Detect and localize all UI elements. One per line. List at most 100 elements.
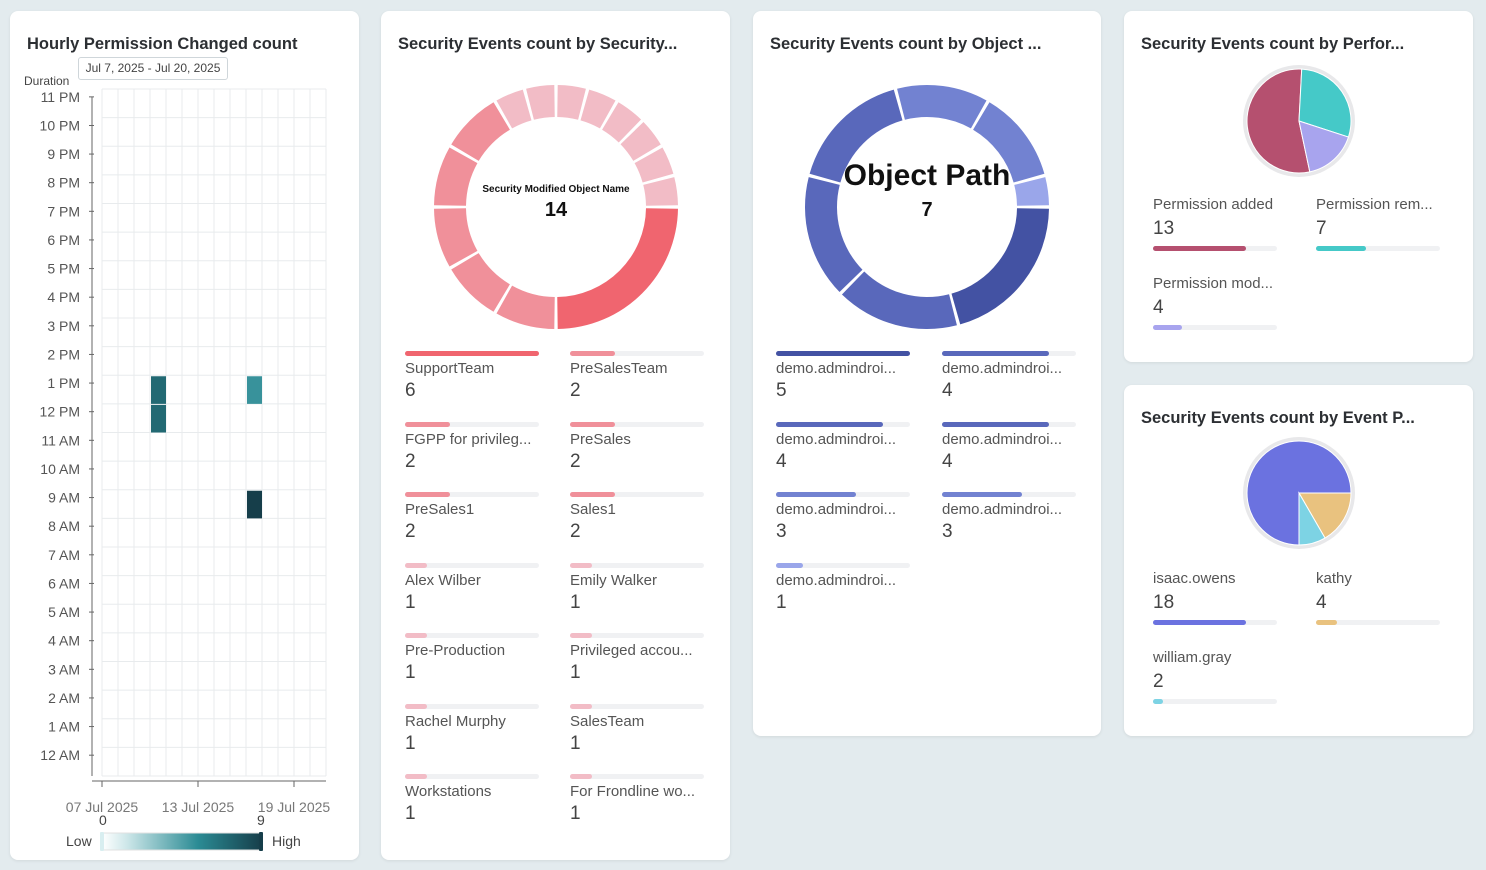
card3-title: Security Events count by Object ... <box>770 35 1042 53</box>
card3-item[interactable]: demo.admindroi... 4 <box>942 351 1077 401</box>
y-tick-label: 8 PM <box>47 175 80 191</box>
legend-handle <box>259 832 263 851</box>
bar-fill <box>776 421 884 427</box>
bar-fill <box>942 492 1023 497</box>
y-tick-label: 1 AM <box>48 719 80 735</box>
object-name-donut <box>434 85 678 329</box>
bar-fill <box>570 633 593 638</box>
card2-item[interactable]: FGPP for privileg... 2 <box>405 421 540 472</box>
x-tick-label: 13 Jul 2025 <box>162 799 235 815</box>
bar-fill <box>405 421 450 427</box>
card3-item[interactable]: demo.admindroi... 1 <box>776 562 911 613</box>
y-tick-label: 2 PM <box>47 346 80 362</box>
item-value: 1 <box>405 662 416 683</box>
item-value: 1 <box>570 662 581 683</box>
bar-fill <box>405 351 539 356</box>
bar-fill <box>1316 246 1367 251</box>
bar-track <box>405 492 539 497</box>
item-value: 2 <box>405 450 416 472</box>
bar-fill <box>942 351 1050 356</box>
bar-track <box>570 562 704 568</box>
bar-fill <box>405 633 428 638</box>
item-label: demo.admindroi... <box>776 501 897 518</box>
legend-max: 9 <box>257 812 265 828</box>
bar-fill <box>776 351 910 356</box>
duration-label: Duration <box>24 74 70 88</box>
item-value: 4 <box>776 450 787 472</box>
bar-track <box>570 774 704 779</box>
bar-fill <box>570 774 593 779</box>
heatmap-card: Hourly Permission Changed count Duration… <box>10 11 359 860</box>
card2-item[interactable]: SalesTeam 1 <box>570 703 705 754</box>
item-value: 5 <box>776 380 787 401</box>
card2-item[interactable]: PreSales 2 <box>570 421 705 472</box>
card2-item[interactable]: For Frondline wo... 1 <box>570 774 705 824</box>
bar-fill <box>776 562 803 568</box>
y-tick-label: 1 PM <box>47 375 80 391</box>
event-performer-pie <box>1243 437 1355 549</box>
y-tick-label: 2 AM <box>48 690 80 706</box>
card3-center-label: Object Path <box>843 159 1011 192</box>
item-value: 2 <box>570 450 581 472</box>
bar-track <box>570 703 704 709</box>
card2-item[interactable]: Pre-Production 1 <box>405 633 540 683</box>
item-value: 1 <box>405 803 416 824</box>
item-value: 6 <box>405 380 416 401</box>
card2-item[interactable]: Emily Walker 1 <box>570 562 705 613</box>
card2-item[interactable]: Privileged accou... 1 <box>570 633 705 683</box>
card4-item[interactable]: Permission rem... 7 <box>1316 196 1441 252</box>
item-value: 4 <box>1153 297 1164 318</box>
card3-item[interactable]: demo.admindroi... 3 <box>776 492 911 542</box>
card3-item[interactable]: demo.admindroi... 4 <box>942 421 1077 472</box>
card2-item[interactable]: Rachel Murphy 1 <box>405 703 540 754</box>
card2-segment <box>602 102 642 143</box>
y-tick-label: 9 AM <box>48 490 80 506</box>
y-tick-label: 12 AM <box>40 747 80 763</box>
card3-item[interactable]: demo.admindroi... 5 <box>776 351 911 401</box>
card2-center-value: 14 <box>544 199 568 221</box>
card3-item[interactable]: demo.admindroi... 4 <box>776 421 911 472</box>
card2-item[interactable]: Workstations 1 <box>405 774 540 824</box>
bar-track <box>570 492 704 497</box>
y-tick-label: 7 PM <box>47 203 80 219</box>
y-tick-label: 12 PM <box>40 404 80 420</box>
bar-fill <box>570 351 615 356</box>
card2-item[interactable]: PreSales1 2 <box>405 492 540 542</box>
bar-fill <box>1153 620 1246 625</box>
card4-item[interactable]: Permission mod... 4 <box>1153 275 1278 331</box>
card2-item[interactable]: PreSalesTeam 2 <box>570 351 705 401</box>
y-tick-label: 11 AM <box>41 432 80 448</box>
card2-segment <box>434 208 478 267</box>
card2-item[interactable]: Alex Wilber 1 <box>405 562 540 613</box>
card4-item[interactable]: Permission added 13 <box>1153 196 1278 252</box>
card5-item[interactable]: kathy 4 <box>1316 570 1441 626</box>
card4-slice <box>1246 68 1311 174</box>
legend-min: 0 <box>99 812 107 828</box>
card2-segment <box>496 89 532 129</box>
item-label: Permission rem... <box>1316 196 1433 213</box>
bar-fill <box>776 492 857 497</box>
object-path-donut <box>805 85 1049 329</box>
item-label: For Frondline wo... <box>570 783 696 800</box>
card2-segment <box>634 147 674 183</box>
card4-slice <box>1298 120 1350 173</box>
item-label: demo.admindroi... <box>776 360 897 377</box>
card3-segment <box>897 85 987 129</box>
card3-segment <box>1014 177 1049 206</box>
item-value: 18 <box>1153 592 1175 613</box>
y-tick-label: 3 AM <box>48 661 80 677</box>
bar-track <box>405 633 539 638</box>
card3-segment <box>951 208 1049 325</box>
bar-fill <box>570 492 615 497</box>
card3-item[interactable]: demo.admindroi... 3 <box>942 492 1077 542</box>
card2-segment <box>557 85 586 120</box>
item-value: 2 <box>405 521 416 542</box>
duration-picker[interactable]: Jul 7, 2025 - Jul 20, 2025 <box>78 57 228 80</box>
card2-item[interactable]: Sales1 2 <box>570 492 705 542</box>
bar-track <box>776 562 910 568</box>
bar-fill <box>1153 246 1246 251</box>
card5-item[interactable]: william.gray 2 <box>1153 649 1278 705</box>
card2-item[interactable]: SupportTeam 6 <box>405 351 540 401</box>
item-label: demo.admindroi... <box>776 571 897 589</box>
card5-item[interactable]: isaac.owens 18 <box>1153 570 1278 626</box>
